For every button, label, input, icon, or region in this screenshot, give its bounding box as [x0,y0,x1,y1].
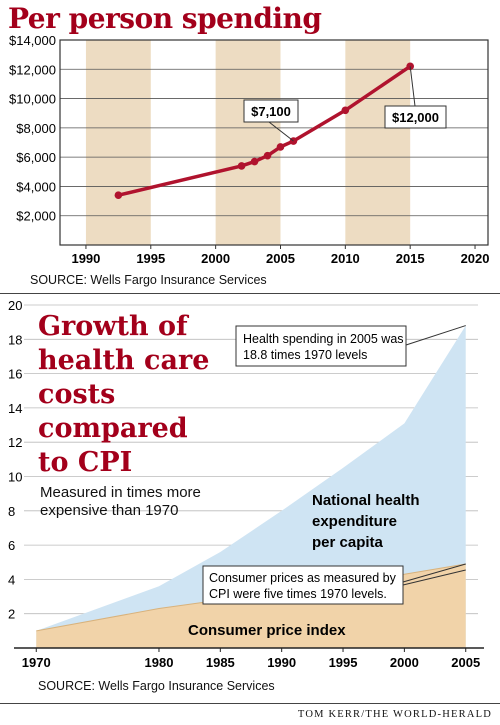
chart1-xtick-label: 1995 [136,251,165,266]
chart1-source: SOURCE: Wells Fargo Insurance Services [30,273,267,287]
chart2-xtick-label: 2000 [390,655,419,670]
chart2-annotation-leader [405,325,466,346]
chart1-ytick-label: $8,000 [16,121,56,136]
chart2-plot: 2 4 6 8 10 12 14 16 18 20 1970 1980 1985 1990 1995 2000… [8,298,484,670]
chart1-annotation-box [384,105,447,129]
chart2-ytick-label: 8 [8,504,15,519]
chart1-data-point [237,162,246,170]
chart1-annotation-box [243,99,299,123]
chart2-ytick-label: 12 [8,435,22,450]
chart2-series-label: Consumer price index [188,622,346,639]
chart2-series-label: per capita [312,534,384,551]
chart2-annotation-box [235,325,407,367]
chart2-annotation-label: Health spending in 2005 was [243,332,404,346]
chart1-band [345,40,411,245]
divider [0,293,500,294]
chart1-annotation-label: $12,000 [392,110,439,125]
chart1-band [215,40,281,245]
chart1-ytick-label: $6,000 [16,150,56,165]
chart1-xtick-label: 2000 [201,251,230,266]
chart2-series-label: National health [312,492,420,509]
chart2-ytick-label: 10 [8,470,22,485]
chart2-ytick-label: 14 [8,401,22,416]
chart1-data-point [114,191,123,200]
chart2-annotation-box [202,565,404,605]
chart1-data-point [263,151,272,160]
chart2-ytick-label: 16 [8,367,22,382]
chart2-ytick-label: 18 [8,332,22,347]
chart1-band [85,40,151,245]
chart1-data-point [341,106,350,115]
chart1-xtick-label: 2015 [396,251,425,266]
chart1-ytick-label: $2,000 [16,209,56,224]
credit: TOM KERR/THE WORLD-HERALD [297,709,492,720]
chart2-xtick-label: 1990 [267,655,296,670]
chart2-series-label: expenditure [312,513,397,530]
chart1-xtick-label: 2020 [461,251,490,266]
chart2-ytick-label: 20 [8,298,22,313]
chart2-annotation-label: 18.8 times 1970 levels [243,348,367,362]
chart2-xtick-label: 1970 [22,655,51,670]
chart2-ytick-label: 6 [8,538,15,553]
chart2-annotation-label: Consumer prices as measured by [209,571,397,585]
chart1-ytick-label: $4,000 [16,179,56,194]
chart2-annotation-leader [402,563,466,583]
chart1-ytick-label: $14,000 [9,33,56,48]
chart2-ytick-label: 2 [8,607,15,622]
chart1-annotation-label: $7,100 [251,104,291,119]
chart2-xtick-label: 1980 [145,655,174,670]
chart2-xtick-label: 1995 [329,655,358,670]
chart2-ytick-label: 4 [8,572,15,587]
chart1-ytick-label: $10,000 [9,92,56,107]
footer-divider [0,703,500,704]
chart1-xtick-label: 2005 [266,251,295,266]
chart1-annotation-leader [409,66,416,107]
chart2-annotation-label: CPI were five times 1970 levels. [209,587,387,601]
chart1-data-point [250,157,259,166]
chart2-annotation-leader [402,569,466,586]
chart2-subtitle: Measured in times more expensive than 19… [40,484,201,519]
chart1-ytick-label: $12,000 [9,62,56,77]
chart2-xtick-label: 2005 [451,655,480,670]
chart1-frame [59,39,489,246]
chart2-source: SOURCE: Wells Fargo Insurance Services [38,679,275,693]
chart2-title: Growth of health care costs compared to … [38,311,210,478]
chart1-xtick-label: 1990 [71,251,100,266]
chart1-annotation-leader [268,121,294,142]
chart1-data-point [276,143,285,151]
chart1-xtick-label: 2010 [331,251,360,266]
chart1-title: Per person spending [8,2,322,35]
chart2-xtick-label: 1985 [206,655,235,670]
chart1-plot: $2,000 $4,000 $6,000 $8,000 $10,000 $12,000 $1… [9,33,490,266]
